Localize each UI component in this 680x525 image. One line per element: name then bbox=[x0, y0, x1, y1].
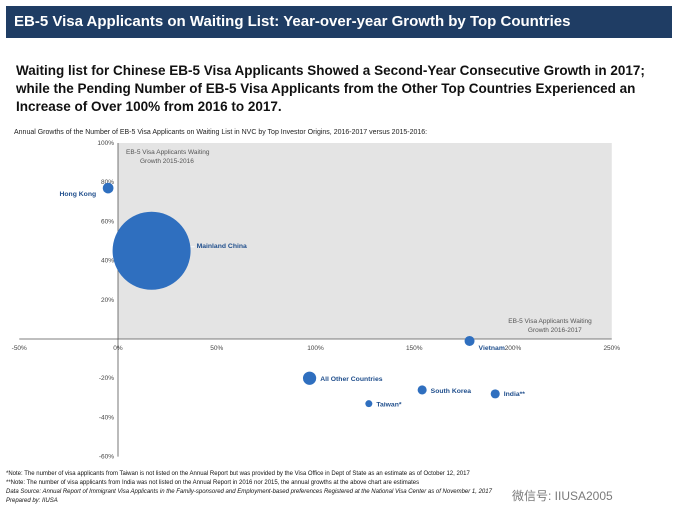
chart-title: Annual Growths of the Number of EB-5 Vis… bbox=[14, 129, 428, 136]
footnote-india: **Note: The number of visa applicants fr… bbox=[6, 480, 420, 486]
x-tick-label: 100% bbox=[307, 345, 324, 352]
footnote-source: Data Source: Annual Report of Immigrant … bbox=[6, 489, 492, 495]
bubble-india bbox=[490, 389, 500, 399]
bubble-hong-kong bbox=[102, 182, 114, 194]
footnote-prepared: Prepared by: IIUSA bbox=[6, 498, 58, 504]
y-tick-label: 100% bbox=[97, 140, 114, 147]
banner-title: EB-5 Visa Applicants on Waiting List: Ye… bbox=[6, 6, 672, 38]
bubble-label-taiwan: Taiwan* bbox=[376, 402, 402, 409]
plot-background bbox=[118, 143, 612, 339]
x-axis-label-line2: Growth 2016-2017 bbox=[528, 327, 582, 334]
bubble-label-mainland-china: Mainland China bbox=[197, 243, 247, 250]
bubble-label-hong-kong: Hong Kong bbox=[60, 191, 97, 198]
bubble-label-india: India** bbox=[504, 391, 526, 398]
x-tick-label: 50% bbox=[210, 345, 223, 352]
x-tick-label: 200% bbox=[505, 345, 522, 352]
y-tick-label: -20% bbox=[99, 375, 114, 382]
bubble-mainland-china bbox=[112, 211, 191, 290]
bubble-label-south-korea: South Korea bbox=[431, 388, 472, 395]
y-axis-label-line2: Growth 2015-2016 bbox=[140, 158, 194, 165]
y-tick-label: 40% bbox=[101, 258, 114, 265]
bubble-label-vietnam: Vietnam bbox=[479, 345, 505, 352]
y-tick-label: -40% bbox=[99, 414, 114, 421]
bubble-taiwan bbox=[365, 400, 373, 408]
x-tick-label: 0% bbox=[113, 345, 123, 352]
wechat-watermark: 微信号: IIUSA2005 bbox=[512, 489, 613, 503]
x-tick-label: 150% bbox=[406, 345, 423, 352]
y-tick-label: -60% bbox=[99, 454, 114, 461]
y-tick-label: 20% bbox=[101, 297, 114, 304]
y-tick-label: 80% bbox=[101, 179, 114, 186]
footnotes: *Note: The number of visa applicants fro… bbox=[6, 470, 666, 506]
footnote-taiwan: *Note: The number of visa applicants fro… bbox=[6, 471, 470, 477]
bubble-all-other-countries bbox=[302, 371, 317, 385]
bubble-vietnam bbox=[464, 335, 475, 346]
x-axis-label-line1: EB-5 Visa Applicants Waiting bbox=[508, 318, 592, 325]
bubble-south-korea bbox=[417, 385, 427, 395]
headline: Waiting list for Chinese EB-5 Visa Appli… bbox=[16, 63, 645, 114]
y-axis-label-line1: EB-5 Visa Applicants Waiting bbox=[126, 149, 210, 156]
y-tick-label: 60% bbox=[101, 218, 114, 225]
x-tick-label: -50% bbox=[12, 345, 27, 352]
bubble-label-all-other-countries: All Other Countries bbox=[320, 376, 383, 383]
x-tick-label: 250% bbox=[603, 345, 620, 352]
